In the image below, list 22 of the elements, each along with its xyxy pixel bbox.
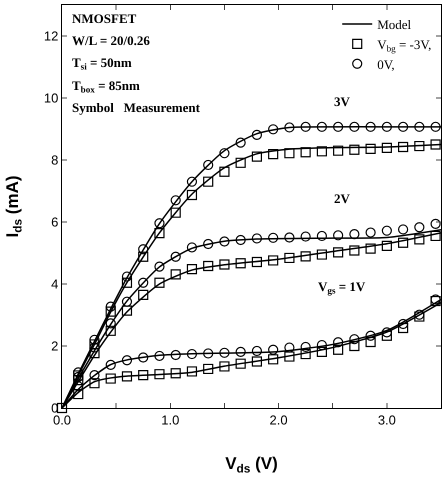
- annotation: Symbol Measurement: [72, 100, 201, 115]
- legend-label: V$_{bg}$ = -3V,: [377, 36, 432, 54]
- annotation: T$_{box}$ = 85nm: [72, 78, 140, 95]
- annotation: V$_{gs}$ = 1V: [318, 279, 366, 296]
- annotation: 3V: [334, 94, 350, 109]
- annotation: 2V: [334, 191, 350, 206]
- y-tick-label: 8: [51, 152, 58, 168]
- x-tick-label: 3.0: [378, 412, 396, 428]
- annotation: T$_{si}$ = 50nm: [72, 55, 132, 72]
- annotation: NMOSFET: [72, 11, 137, 26]
- y-tick-label: 10: [44, 90, 58, 106]
- x-tick-label: 0.0: [52, 412, 72, 428]
- x-tick-label: 1.0: [161, 412, 180, 428]
- x-tick-label: 2.0: [270, 412, 288, 428]
- x-axis-title: V$_{ds}$ (V): [225, 454, 278, 476]
- legend-label: Model: [377, 17, 412, 32]
- y-tick-label: 12: [44, 28, 58, 44]
- legend-label: 0V,: [377, 56, 395, 72]
- y-tick-label: 4: [51, 276, 58, 292]
- annotation: W/L = 20/0.26: [72, 33, 150, 48]
- y-tick-label: 6: [51, 214, 58, 230]
- y-tick-label: 2: [51, 338, 58, 354]
